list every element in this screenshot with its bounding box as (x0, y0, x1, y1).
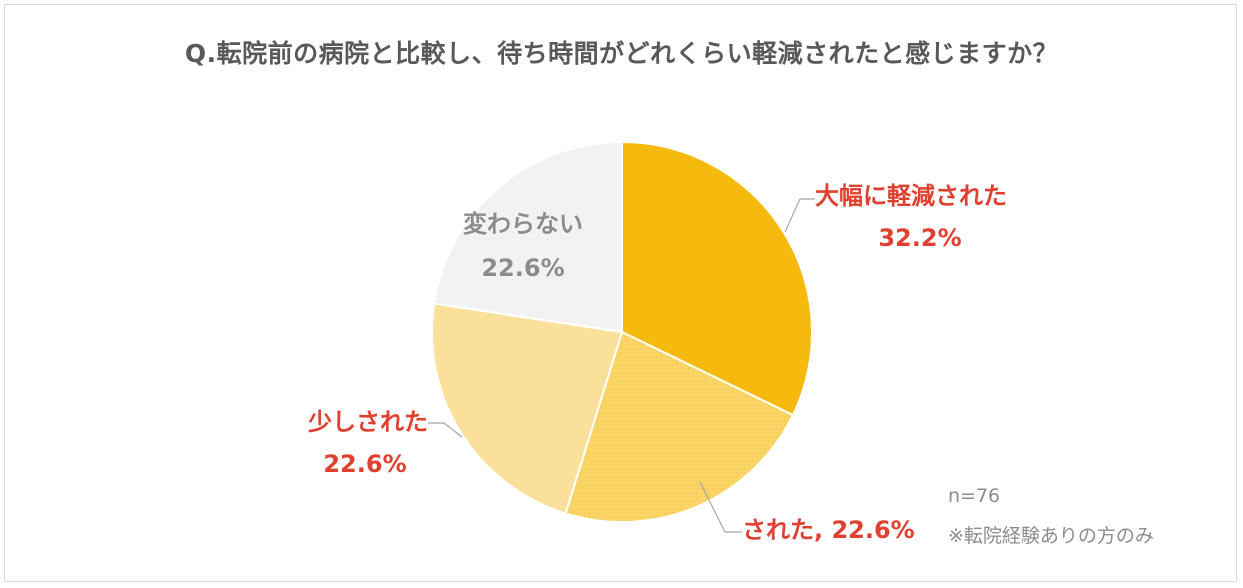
slice3-label: 変わらない (463, 210, 583, 238)
slice2-label: 少しされた (308, 408, 428, 436)
chart-title: Q.転院前の病院と比較し、待ち時間がどれくらい軽減されたと感じますか？ (184, 39, 1059, 68)
slice1-label: された, 22.6% (742, 516, 915, 544)
sample-size-note: n=76 (948, 485, 1001, 507)
leader-line-slice0 (784, 198, 815, 233)
slice3-percent: 22.6% (481, 254, 565, 282)
pie-slice-1 (564, 330, 795, 523)
slice0-percent: 32.2% (878, 224, 962, 252)
leader-line-slice1 (699, 481, 742, 533)
footnote: ※転院経験ありの方のみ (948, 525, 1154, 547)
slice2-percent: 22.6% (323, 450, 407, 478)
slice0-label: 大幅に軽減された (815, 182, 1007, 210)
pie-slice-0 (621, 140, 813, 417)
pie-slice-3 (433, 140, 623, 334)
pie-slice-2 (431, 302, 624, 515)
leader-line-slice2 (428, 422, 463, 438)
